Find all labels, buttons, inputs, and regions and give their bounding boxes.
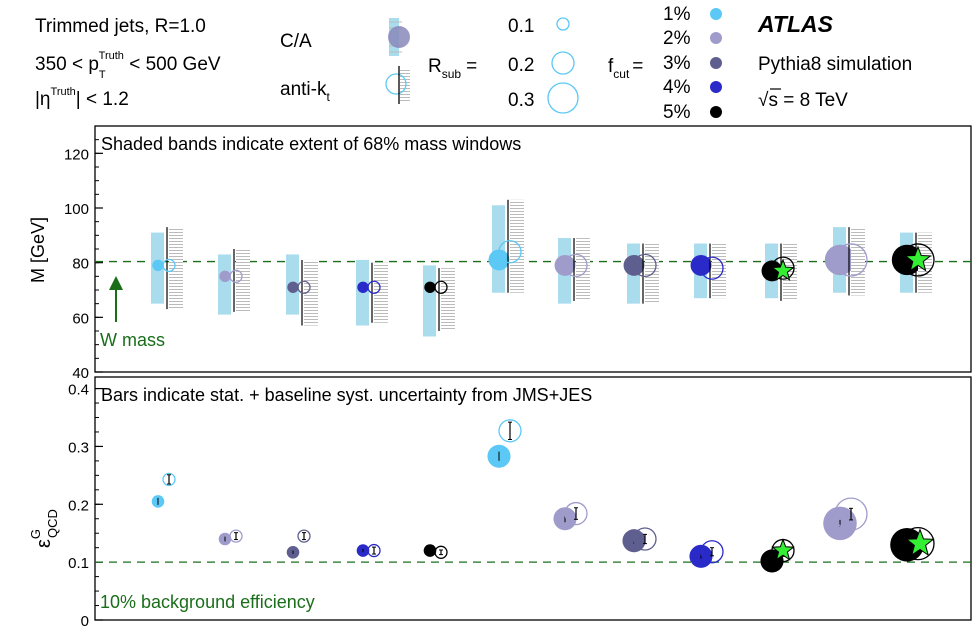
legend-fcut-5pct-dot-icon: [710, 106, 722, 118]
mass-point-ca: [219, 270, 231, 283]
mass-hatch-band: [851, 227, 865, 296]
experiment-label: ATLAS: [757, 11, 834, 37]
eff-point-antikt: [633, 527, 657, 551]
eff-point-antikt: [700, 540, 724, 564]
mass-star-icon: [904, 245, 932, 272]
mass-hatch-band: [712, 243, 726, 299]
eff-ylabel: εG QCD: [28, 509, 60, 548]
legend-antikt-marker-icon: [385, 73, 407, 95]
legend-rsub-0.3-circle-icon: [547, 82, 579, 114]
energy-label: √s = 8 TeV: [758, 90, 848, 111]
mass-point-ca: [488, 249, 510, 271]
mass-point-antikt: [564, 253, 588, 278]
legend-fcut-values: 1% 2% 3% 4% 5%: [663, 4, 722, 123]
legend-fcut-1pct: 1%: [663, 4, 691, 25]
legend-fcut-3pct-dot-icon: [710, 57, 722, 69]
legend-fcut-4pct: 4%: [663, 77, 691, 98]
eff-point-antikt: [564, 501, 588, 526]
mass-hatch-band: [510, 199, 524, 293]
mass-ytick-label: 100: [64, 201, 89, 218]
mass-point-ca: [824, 244, 856, 276]
w-mass-arrowhead-icon: [109, 276, 123, 290]
eff-frame: [94, 376, 972, 621]
efficiency-panel: 0 0.1 0.2 0.3 0.4 Bars indicate stat. + basel…: [28, 376, 972, 626]
legend-eta-cut: |ηTruth| < 1.2: [35, 86, 129, 110]
legend-algo-ca: C/A: [280, 31, 312, 52]
mass-point-antikt: [162, 258, 176, 273]
eff-ytick-label: 0.2: [68, 497, 89, 514]
mass-point-antikt: [633, 253, 657, 278]
mass-panel: 40 60 80 100 120 Shaded bands indicate extent…: [28, 125, 972, 382]
legend-fcut-1pct-dot-icon: [710, 8, 722, 20]
mass-hatch-band: [576, 238, 590, 301]
legend-fcut-5pct: 5%: [663, 102, 691, 123]
simulation-label: Pythia8 simulation: [758, 54, 912, 75]
eff-point-antikt: [434, 545, 448, 559]
legend-fcut-label: fcut =: [608, 56, 643, 81]
mass-hatch-band: [374, 262, 388, 323]
mass-ytick-label: 120: [64, 146, 89, 163]
mass-annotation: Shaded bands indicate extent of 68% mass…: [101, 134, 521, 154]
legend-pt-range: 350 < pTTruth < 500 GeV: [35, 50, 221, 81]
eff-reference-label: 10% background efficiency: [100, 592, 315, 612]
mass-point-antikt: [700, 256, 724, 280]
legend-fcut-2pct: 2%: [663, 28, 691, 49]
mass-band: [423, 265, 436, 337]
eff-ytick-label: 0.3: [68, 439, 89, 456]
eff-annotation: Bars indicate stat. + baseline syst. unc…: [101, 385, 592, 405]
legend-fcut-3pct: 3%: [663, 53, 691, 74]
mass-point-ca: [152, 259, 164, 272]
legend-rsub-0.1-circle-icon: [556, 17, 570, 31]
mass-point-ca: [287, 281, 299, 293]
legend: Trimmed jets, R=1.0 350 < pTTruth < 500 …: [35, 4, 912, 123]
eff-star-icon: [905, 528, 935, 557]
legend-rsub-0.2-circle-icon: [551, 51, 575, 75]
mass-band: [218, 254, 231, 315]
legend-algo-antikt: anti-kt: [280, 79, 330, 104]
mass-ytick-label: 40: [72, 365, 89, 382]
legend-antikt-hatch-icon: [400, 68, 410, 102]
mass-ylabel: M [GeV]: [28, 217, 48, 283]
eff-ytick-label: 0.4: [68, 382, 89, 399]
eff-point-antikt: [162, 472, 176, 487]
mass-hatch-band: [169, 227, 183, 310]
legend-fcut-2pct-dot-icon: [710, 32, 722, 44]
eff-point-antikt: [834, 497, 868, 531]
eff-point-antikt: [367, 543, 381, 558]
legend-rsub-0.1: 0.1: [508, 16, 534, 37]
mass-point-ca: [357, 281, 369, 293]
legend-rsub-label: Rsub =: [428, 56, 477, 81]
legend-rsub-0.3: 0.3: [508, 90, 534, 111]
mass-point-antikt: [297, 280, 311, 294]
eff-point-antikt: [297, 529, 311, 543]
eff-ytick-label: 0: [81, 613, 89, 626]
mass-ytick-label: 60: [72, 310, 89, 327]
mass-point-antikt: [771, 256, 795, 280]
mass-point-ca: [424, 281, 436, 293]
eff-point-antikt: [901, 526, 935, 561]
eff-star-icon: [771, 538, 795, 561]
mass-point-antikt: [498, 240, 522, 264]
mass-hatch-band: [441, 268, 455, 331]
legend-jet-type: Trimmed jets, R=1.0: [35, 16, 206, 37]
mass-hatch-band: [236, 249, 250, 312]
mass-point-antikt: [229, 269, 243, 283]
legend-fcut-4pct-dot-icon: [710, 81, 722, 93]
mass-point-antikt: [901, 243, 935, 277]
mass-star-icon: [771, 258, 795, 281]
mass-band: [492, 205, 505, 293]
mass-hatch-band: [304, 259, 318, 326]
legend-rsub-0.2: 0.2: [508, 55, 534, 76]
mass-reference-label: W mass: [100, 330, 165, 350]
mass-point-antikt: [367, 280, 381, 294]
mass-point-antikt: [434, 280, 448, 294]
mass-point-antikt: [834, 243, 868, 277]
eff-point-antikt: [498, 419, 522, 443]
eff-point-antikt: [229, 529, 243, 543]
mass-ytick-label: 80: [72, 256, 89, 273]
eff-ytick-label: 0.1: [68, 555, 89, 572]
legend-ca-marker-icon: [388, 26, 410, 48]
